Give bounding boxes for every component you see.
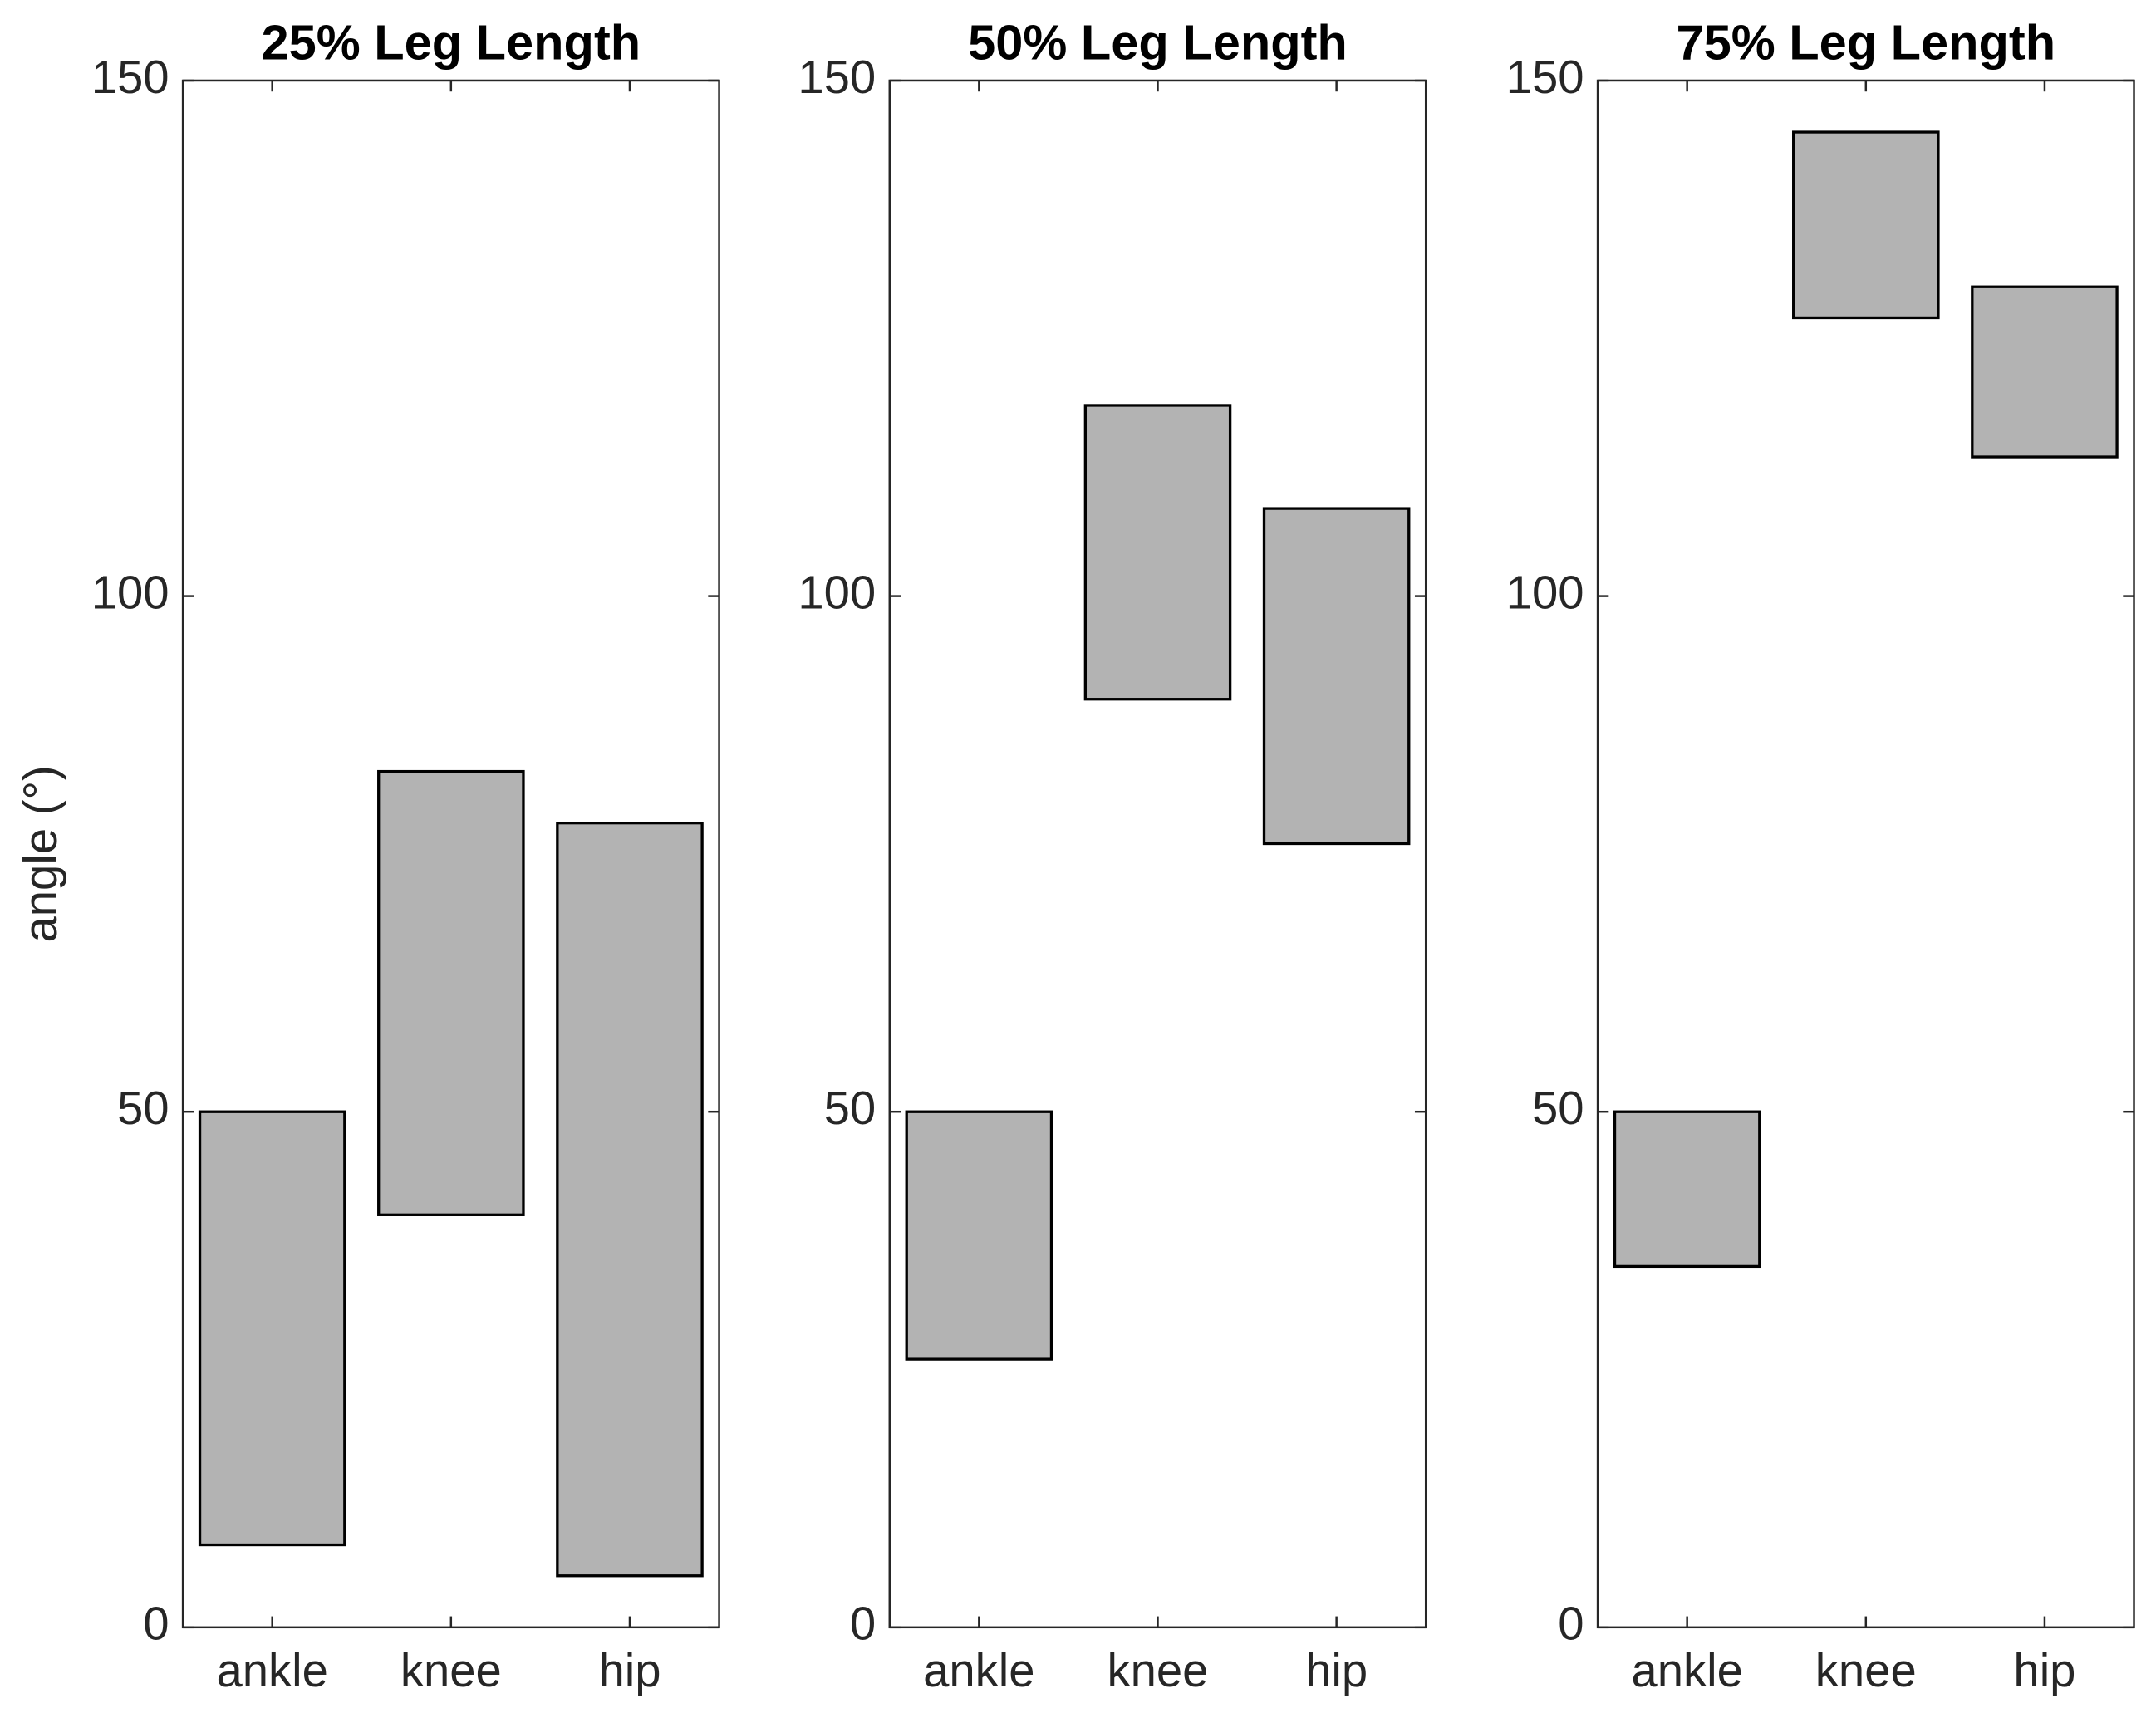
range-bar <box>1262 507 1411 846</box>
x-tick-label: hip <box>598 1644 661 1696</box>
y-tick-label: 50 <box>824 1082 877 1134</box>
range-bar <box>1613 1110 1761 1269</box>
chart-title: 50% Leg Length <box>968 14 1348 70</box>
range-bar <box>1971 285 2119 459</box>
range-bar <box>905 1110 1053 1361</box>
y-tick-label: 50 <box>1532 1082 1584 1134</box>
y-tick-label: 50 <box>117 1082 169 1134</box>
x-tick-label: ankle <box>1631 1644 1742 1696</box>
y-tick-label: 0 <box>143 1598 169 1650</box>
y-tick-label: 150 <box>91 51 169 103</box>
x-tick-label: hip <box>2013 1644 2075 1696</box>
range-bar <box>377 769 525 1216</box>
x-tick-label: ankle <box>923 1644 1034 1696</box>
x-tick-label: knee <box>400 1644 502 1696</box>
y-tick-label: 100 <box>1506 566 1584 618</box>
range-bar <box>1083 404 1232 701</box>
y-tick-label: 150 <box>798 51 876 103</box>
y-axis-label: angle (°) <box>14 765 66 942</box>
y-tick-label: 0 <box>1558 1598 1584 1650</box>
x-tick-label: hip <box>1305 1644 1368 1696</box>
chart-title: 75% Leg Length <box>1676 14 2055 70</box>
axes-box <box>888 79 1427 1629</box>
x-tick-label: knee <box>1815 1644 1917 1696</box>
x-tick-label: ankle <box>216 1644 327 1696</box>
chart-title: 25% Leg Length <box>261 14 641 70</box>
y-tick-label: 0 <box>850 1598 876 1650</box>
range-bar <box>198 1110 346 1547</box>
y-tick-label: 150 <box>1506 51 1584 103</box>
x-tick-label: knee <box>1107 1644 1208 1696</box>
y-tick-label: 100 <box>798 566 876 618</box>
range-bar <box>556 822 704 1578</box>
range-bar <box>1792 130 1940 320</box>
y-tick-label: 100 <box>91 566 169 618</box>
